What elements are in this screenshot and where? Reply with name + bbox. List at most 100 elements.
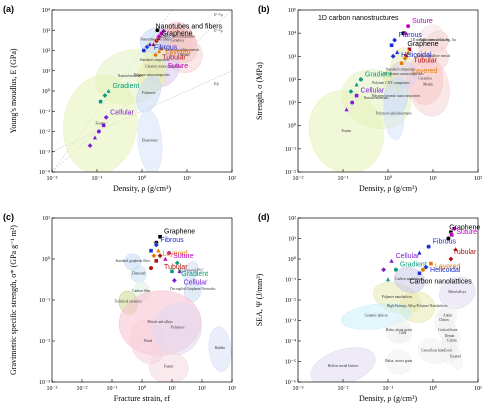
panel-label: (d) <box>258 212 270 222</box>
point-fibrous <box>391 37 398 43</box>
region-polymers-and-elastomers <box>383 89 404 141</box>
x-tick-label: 10⁰ <box>138 385 147 392</box>
point-cellular <box>101 123 106 128</box>
point-tubular <box>150 41 157 47</box>
x-tick-label: 10¹ <box>474 386 482 392</box>
y-tick-label: 10⁻² <box>285 298 296 304</box>
series-fibrous <box>141 41 153 53</box>
region-cancellous-bone <box>417 338 449 365</box>
y-tick-label: 10¹ <box>42 216 50 222</box>
y-tick-label: 10⁵ <box>288 8 296 14</box>
x-tick-label: 10⁻² <box>338 386 349 392</box>
x-tick-label: 10⁻² <box>77 386 88 392</box>
point-fibrous <box>148 248 154 253</box>
region-label: Hollow metal lattices <box>328 364 359 368</box>
y-axis-label: Gravimetric specific strength, σ* (GPa g… <box>9 225 18 375</box>
series-suture <box>403 23 411 36</box>
series-gradient <box>169 260 181 274</box>
annotation-layered: Layered <box>162 251 187 258</box>
region-carbon-nanolattices <box>393 267 426 293</box>
panel-c: Standard graphene fiber Diamond Carbon fib… <box>3 212 236 403</box>
region-label: Polymer nanolattices <box>382 295 413 299</box>
annotation-fibrous: Fibrous <box>433 239 457 246</box>
point-layered <box>428 261 434 266</box>
series-tubular <box>448 246 459 262</box>
y-tick-label: 10⁻³ <box>39 150 50 156</box>
region-diamond <box>130 265 147 283</box>
region-label: Ceramics <box>171 38 185 42</box>
x-axis-label: Fracture strain, εf <box>114 394 171 403</box>
guide-line-label: E¹ᐟ³/ρ <box>213 13 223 17</box>
y-tick-label: 10⁻¹ <box>285 278 296 284</box>
point-gradient <box>102 92 108 99</box>
point-cellular <box>87 142 93 149</box>
region-foams <box>63 74 138 172</box>
point-gradient <box>174 260 181 266</box>
region-label: Polymer CNT composites <box>372 81 410 85</box>
region-label: Coral <box>444 348 452 352</box>
series-fibrous <box>416 244 432 256</box>
annotation-gradient: Gradient <box>365 71 392 78</box>
region-microwaved-pvc <box>183 261 199 283</box>
region-polymers <box>153 302 202 356</box>
point-graphene <box>157 234 163 239</box>
point-suture <box>166 250 172 256</box>
x-tick-label: 10⁻¹ <box>383 386 394 392</box>
series-cellular <box>343 93 359 112</box>
point-suture <box>162 255 169 262</box>
x-tick-label: 10⁻³ <box>293 386 304 392</box>
annotation-graphene: Graphene <box>449 224 480 231</box>
series-layered <box>151 247 162 259</box>
region-label: Natural materials <box>118 74 143 78</box>
point-layered <box>402 55 408 62</box>
x-tick-label: 10¹ <box>183 176 191 182</box>
y-tick-label: 10⁰ <box>288 256 297 263</box>
plot-area <box>310 225 476 382</box>
y-axis-label: Strength, σ (MPa) <box>255 62 264 120</box>
annotation-cellular: Cellular <box>110 109 134 116</box>
region-label: Calcite <box>447 338 458 342</box>
region-label: Metals and alloys <box>147 320 173 324</box>
series-suture <box>449 225 458 238</box>
annotation-suture: Suture <box>412 18 433 25</box>
region-label: Metals <box>180 53 190 57</box>
region-label: Polymers and elastomers <box>376 112 413 116</box>
series-cellular <box>380 257 395 273</box>
point-fibrous <box>389 43 394 48</box>
point-suture <box>403 30 409 36</box>
x-tick-label: 10¹ <box>429 176 437 182</box>
annotation-tubular: Tubular <box>164 264 188 271</box>
point-fibrous <box>153 242 160 248</box>
point-cellular <box>103 114 110 121</box>
y-tick-label: 10⁰ <box>42 88 51 95</box>
point-graphene <box>155 27 160 33</box>
annotation-fibrous: Fibrous <box>399 32 423 39</box>
y-tick-label: 10⁻⁴ <box>39 170 50 176</box>
region-label: Cancellous bone <box>421 348 445 352</box>
point-helicoidal <box>417 271 422 276</box>
point-layered <box>159 46 164 52</box>
region-label: Foams <box>95 121 105 125</box>
point-fibrous <box>141 48 147 53</box>
y-tick-label: 10⁻⁶ <box>285 380 296 386</box>
annotation-nanotubes-and-fibers: Nanotubes and fibers <box>156 23 223 30</box>
panel-label: (c) <box>3 212 14 222</box>
series-suture <box>162 250 172 262</box>
region-label: Nanowires of Cu, Ag, Au <box>419 38 456 43</box>
region-label: Metals <box>423 82 433 86</box>
y-tick-label: 10⁻³ <box>285 319 296 325</box>
y-tick-label: 10⁻¹ <box>39 298 50 304</box>
region-label: Standard composites <box>386 67 416 71</box>
annotation-tubular: Tubular <box>453 249 477 256</box>
x-tick-label: 10⁻² <box>47 176 58 182</box>
x-tick-label: 10⁻¹ <box>107 386 118 392</box>
x-tick-label: 10¹ <box>168 386 176 392</box>
annotation-gradient: Gradient <box>112 83 139 90</box>
point-gradient <box>105 87 112 94</box>
annotation-graphene: Graphene <box>407 41 438 48</box>
annotation-fibrous: Fibrous <box>160 237 184 244</box>
region-label: Polymer nanocomposites <box>134 73 171 77</box>
point-cellular <box>354 93 359 98</box>
